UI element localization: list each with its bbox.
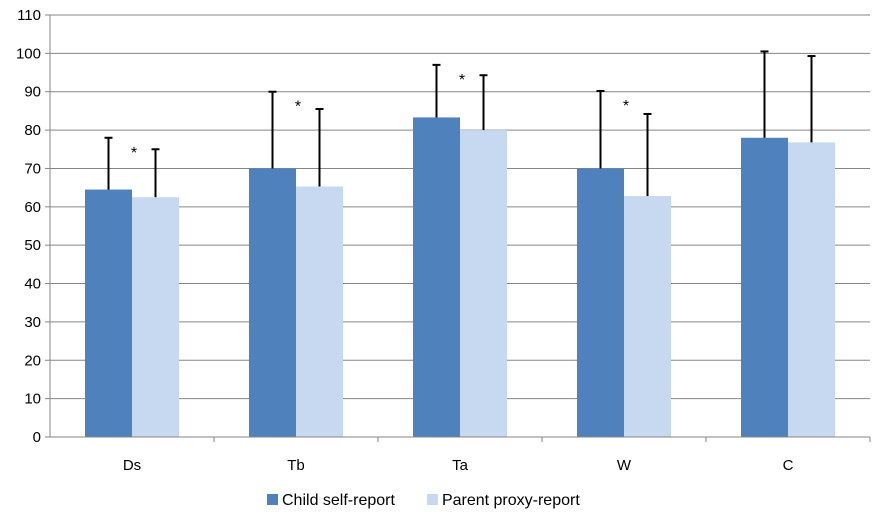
bar bbox=[788, 142, 835, 437]
y-tick-label: 70 bbox=[24, 160, 41, 177]
y-tick-label: 50 bbox=[24, 237, 41, 254]
bar bbox=[85, 189, 132, 437]
bar bbox=[460, 130, 507, 437]
legend-swatch bbox=[267, 494, 278, 505]
x-category-label: Ds bbox=[123, 457, 141, 474]
y-tick-label: 0 bbox=[33, 429, 41, 446]
significance-marker: * bbox=[295, 99, 301, 116]
x-category-label: Ta bbox=[452, 457, 469, 474]
axes bbox=[49, 15, 871, 442]
annotations: * * * * bbox=[131, 72, 629, 162]
y-tick-label: 10 bbox=[24, 391, 41, 408]
bar bbox=[132, 197, 179, 437]
y-tick-label: 80 bbox=[24, 122, 41, 139]
y-tick-label: 100 bbox=[16, 45, 41, 62]
significance-marker: * bbox=[131, 145, 137, 162]
y-tick-label: 90 bbox=[24, 84, 41, 101]
x-category-label: W bbox=[617, 457, 632, 474]
bar bbox=[413, 117, 460, 437]
bar bbox=[249, 168, 296, 438]
x-axis-labels: Ds Tb Ta W C bbox=[123, 457, 794, 474]
y-tick-label: 40 bbox=[24, 276, 41, 293]
x-category-label: C bbox=[783, 457, 794, 474]
legend-label: Parent proxy-report bbox=[442, 492, 580, 509]
bars bbox=[85, 117, 835, 438]
y-axis-ticks: 0 10 20 30 40 50 60 70 80 90 100 110 bbox=[16, 7, 50, 446]
significance-marker: * bbox=[459, 72, 465, 89]
bar bbox=[296, 186, 343, 437]
legend-label: Child self-report bbox=[282, 492, 395, 509]
y-tick-label: 20 bbox=[24, 352, 41, 369]
x-category-label: Tb bbox=[287, 457, 305, 474]
y-tick-label: 110 bbox=[17, 7, 41, 24]
y-tick-label: 30 bbox=[24, 314, 41, 331]
legend-swatch bbox=[426, 494, 438, 505]
bar bbox=[741, 137, 788, 437]
significance-marker: * bbox=[623, 98, 629, 115]
error-bars bbox=[104, 50, 816, 198]
bar bbox=[624, 196, 671, 437]
y-tick-label: 60 bbox=[24, 199, 41, 216]
legend: Child self-report Parent proxy-report bbox=[267, 492, 580, 509]
bar bbox=[577, 168, 624, 438]
